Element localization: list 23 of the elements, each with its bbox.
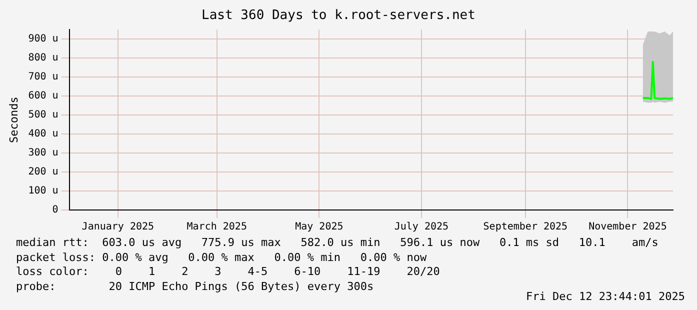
y-tick-label: 0 [52,204,58,216]
y-axis-title: Seconds [7,96,20,143]
x-tick-label: March 2025 [186,222,247,233]
chart-title: Last 360 Days to k.root-servers.net [202,8,476,24]
x-tick-label: May 2025 [295,222,344,233]
y-tick-label: 400 u [28,128,58,140]
x-tick-label: November 2025 [588,222,667,233]
x-tick-label: January 2025 [82,222,154,233]
text: Fri Dec 12 23:44:01 2025 [526,290,685,304]
text: packet loss: 0.00 % avg 0.00 % max 0.00 % min 0.00 % now [16,250,428,265]
x-tick-label: September 2025 [483,222,568,233]
y-tick-label: 900 u [28,34,58,45]
text: median rtt: 603.0 us avg 775.9 us max 582.0 us min 596.1 us now 0.1 ms sd 10.1 am/s [16,236,660,250]
y-tick-label: 200 u [28,166,58,178]
y-tick-label: 100 u [28,186,58,197]
y-tick-label: 600 u [28,90,58,102]
text: probe: 20 ICMP Echo Pings (56 Bytes) every 300s [16,280,374,292]
text: loss color: 0 1 2 3 4-5 6-10 11-19 20/20 [16,265,441,280]
y-tick-label: 800 u [28,52,58,64]
y-tick-label: 700 u [28,72,58,83]
x-tick-label: July 2025 [394,222,449,233]
y-tick-label: 300 u [28,148,58,159]
y-tick-label: 500 u [28,110,58,121]
